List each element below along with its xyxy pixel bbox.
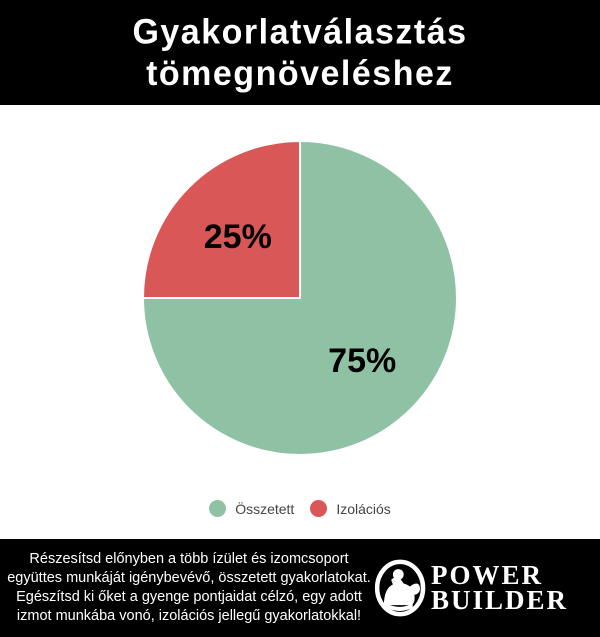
chart-area: 75% 25% Összetett Izolációs: [0, 105, 600, 539]
legend-label-osszetett: Összetett: [235, 500, 295, 517]
legend-dot-green: [209, 500, 227, 517]
page-title: Gyakorlatválasztás tömegnöveléshez: [132, 11, 468, 94]
pie-chart-svg: 75% 25%: [142, 140, 458, 456]
pie-value-label-1: 25%: [204, 218, 272, 256]
footer-description: Részesítsd előnyben a több ízület és izo…: [7, 551, 371, 624]
legend: Összetett Izolációs: [209, 500, 391, 517]
logo-line-builder: BUILDER: [431, 585, 569, 615]
pie-value-label-0: 75%: [328, 342, 396, 380]
powerbuilder-logo: POWER BUILDER: [374, 557, 568, 619]
header-bar: Gyakorlatválasztás tömegnöveléshez: [0, 0, 600, 105]
footer-bar: Részesítsd előnyben a több ízület és izo…: [0, 539, 600, 637]
logo-line-power: POWER: [431, 560, 544, 590]
legend-item-osszetett: Összetett: [209, 500, 294, 517]
bodybuilder-icon: [374, 559, 426, 617]
legend-label-izolacios: Izolációs: [336, 500, 391, 517]
pie-slice-1: [142, 140, 301, 299]
logo-text: POWER BUILDER: [431, 560, 569, 615]
legend-item-izolacios: Izolációs: [310, 500, 391, 517]
legend-dot-red: [310, 500, 328, 517]
pie-slice-0: [142, 140, 458, 456]
